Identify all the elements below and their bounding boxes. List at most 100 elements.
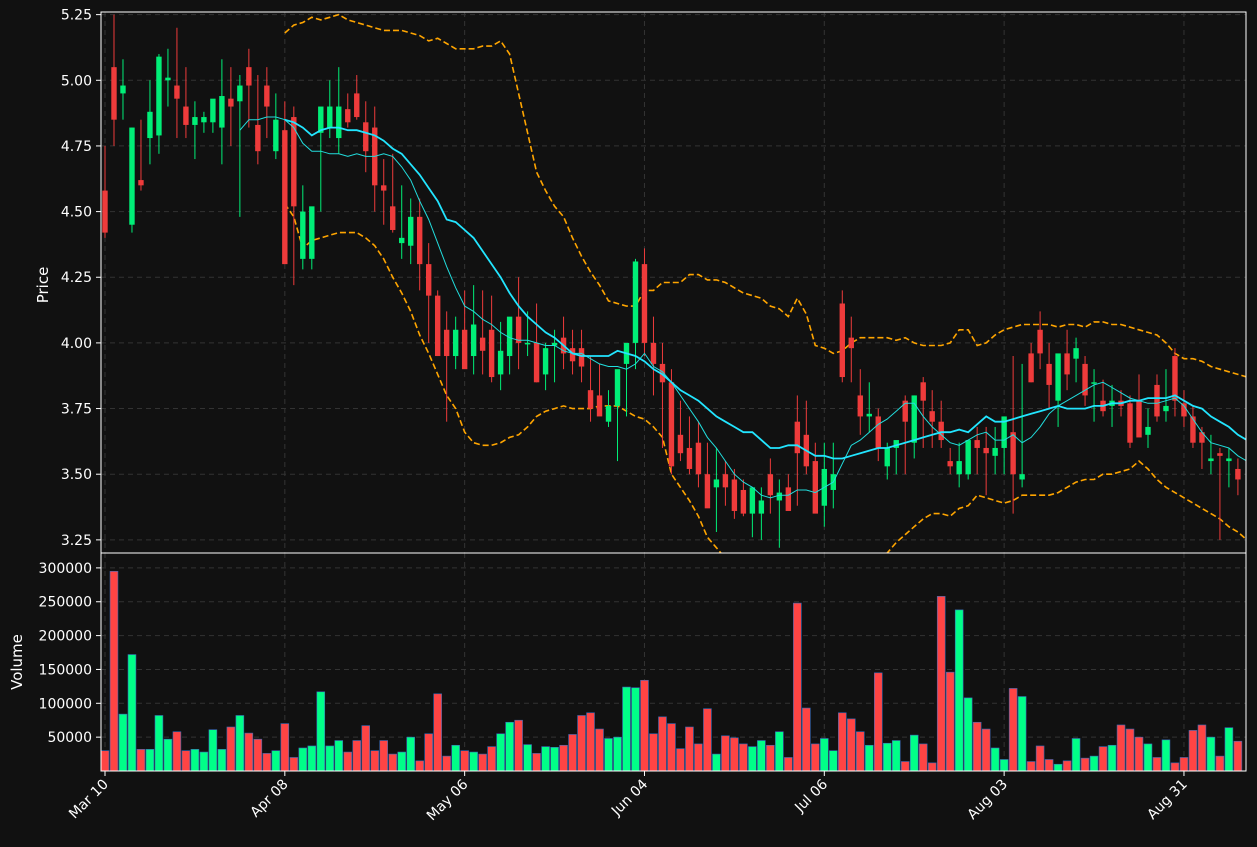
candle-body-down bbox=[974, 440, 980, 448]
volume-bar-down bbox=[289, 757, 299, 772]
volume-bar-down bbox=[649, 733, 658, 772]
volume-bar-down bbox=[1179, 757, 1189, 772]
candle-body-down bbox=[1127, 403, 1133, 443]
candle-body-down bbox=[677, 434, 684, 454]
candle-body-down bbox=[812, 461, 819, 514]
volume-bar-up bbox=[1224, 727, 1234, 772]
candle-body-up bbox=[884, 447, 890, 467]
volume-bar-up bbox=[199, 751, 209, 772]
volume-bar-up bbox=[163, 738, 173, 772]
candle-body-up bbox=[147, 111, 153, 139]
candle-body-up bbox=[309, 206, 315, 259]
candle-body-down bbox=[794, 421, 801, 454]
candle-body-down bbox=[228, 98, 234, 107]
price-tick-label: 3.50 bbox=[61, 467, 92, 483]
candle-body-up bbox=[866, 413, 872, 417]
volume-bar-down bbox=[244, 732, 254, 772]
candle-body-down bbox=[479, 337, 486, 351]
candle-body-down bbox=[578, 348, 585, 367]
candle-body-up bbox=[1163, 405, 1169, 412]
volume-bar-down bbox=[658, 716, 667, 772]
volume-bar-down bbox=[730, 737, 739, 772]
volume-bar-down bbox=[415, 760, 424, 772]
volume-bar-down bbox=[442, 755, 451, 772]
candle-body-down bbox=[722, 474, 729, 488]
candle-body-down bbox=[848, 337, 854, 349]
volume-bar-down bbox=[1188, 730, 1198, 772]
volume-bar-down bbox=[802, 707, 811, 772]
price-tick-label: 3.75 bbox=[61, 402, 92, 418]
volume-bar-down bbox=[100, 750, 110, 772]
candle-body-down bbox=[488, 329, 495, 378]
volume-bar-down bbox=[226, 726, 236, 772]
price-tick-label: 4.00 bbox=[61, 336, 92, 352]
candle-body-up bbox=[911, 395, 917, 443]
candle-body-up bbox=[506, 316, 513, 357]
candle-body-down bbox=[443, 329, 450, 357]
candle-body-up bbox=[129, 127, 135, 225]
candle-body-up bbox=[156, 56, 162, 136]
volume-bar-down bbox=[856, 731, 865, 772]
volume-bar-down bbox=[784, 757, 793, 772]
volume-axis-label: Volume bbox=[8, 634, 26, 690]
volume-panel-frame bbox=[100, 552, 1247, 772]
candle-body-up bbox=[776, 492, 783, 501]
volume-bar-down bbox=[703, 708, 712, 772]
volume-bar-down bbox=[945, 671, 955, 772]
candle-body-down bbox=[686, 447, 693, 469]
volume-bar-up bbox=[118, 713, 128, 772]
volume-bar-up bbox=[820, 738, 829, 772]
candle-body-up bbox=[165, 77, 171, 81]
candle-body-down bbox=[1037, 329, 1043, 354]
candle-body-up bbox=[452, 329, 459, 357]
candle-body-down bbox=[381, 185, 387, 191]
candle-body-up bbox=[318, 106, 324, 133]
candle-body-down bbox=[434, 295, 441, 357]
volume-bar-down bbox=[559, 744, 568, 772]
volume-bar-down bbox=[361, 725, 371, 772]
candle-body-up bbox=[893, 440, 899, 448]
volume-bar-down bbox=[766, 744, 775, 772]
volume-bar-up bbox=[712, 753, 721, 772]
volume-bar-up bbox=[298, 747, 308, 772]
volume-bar-down bbox=[1116, 724, 1126, 772]
volume-bar-down bbox=[424, 733, 433, 772]
price-tick-label: 5.00 bbox=[61, 73, 92, 89]
candle-body-up bbox=[713, 479, 720, 488]
candle-body-down bbox=[461, 329, 468, 370]
volume-bar-up bbox=[145, 749, 155, 772]
volume-bar-down bbox=[721, 735, 730, 772]
candle-body-up bbox=[551, 342, 558, 346]
volume-bar-down bbox=[1197, 724, 1207, 772]
candle-body-up bbox=[192, 117, 198, 125]
volume-bar-up bbox=[1089, 755, 1099, 772]
candle-body-up bbox=[1055, 353, 1061, 401]
volume-bar-down bbox=[379, 740, 388, 772]
volume-bar-up bbox=[1161, 739, 1171, 772]
candle-body-down bbox=[704, 474, 711, 509]
volume-bar-down bbox=[388, 753, 397, 772]
volume-bar-down bbox=[595, 728, 604, 772]
candle-body-down bbox=[345, 109, 351, 123]
candle-body-down bbox=[1136, 400, 1142, 438]
candle-body-up bbox=[614, 369, 621, 406]
volume-bar-up bbox=[1017, 696, 1027, 772]
candle-body-down bbox=[390, 206, 396, 230]
volume-bar-down bbox=[811, 743, 820, 772]
candle-body-down bbox=[515, 316, 522, 343]
candle-body-up bbox=[210, 98, 216, 123]
candle-body-up bbox=[542, 348, 549, 375]
bollinger-bands bbox=[284, 13, 1246, 553]
candle-body-down bbox=[596, 395, 603, 417]
candle-body-up bbox=[201, 117, 207, 123]
volume-bar-down bbox=[847, 718, 856, 772]
volume-tick-label: 300000 bbox=[39, 561, 92, 577]
candle-body-down bbox=[1010, 432, 1016, 475]
candles bbox=[102, 14, 1241, 548]
price-y-ticks: 3.25 3.50 3.75 4.00 4.25 4.50 4.75 5.00 5.25 bbox=[61, 8, 101, 549]
candle-body-up bbox=[605, 405, 612, 422]
volume-bar-down bbox=[478, 753, 487, 772]
volume-bar-up bbox=[1206, 736, 1216, 772]
volume-bar-up bbox=[550, 747, 559, 772]
